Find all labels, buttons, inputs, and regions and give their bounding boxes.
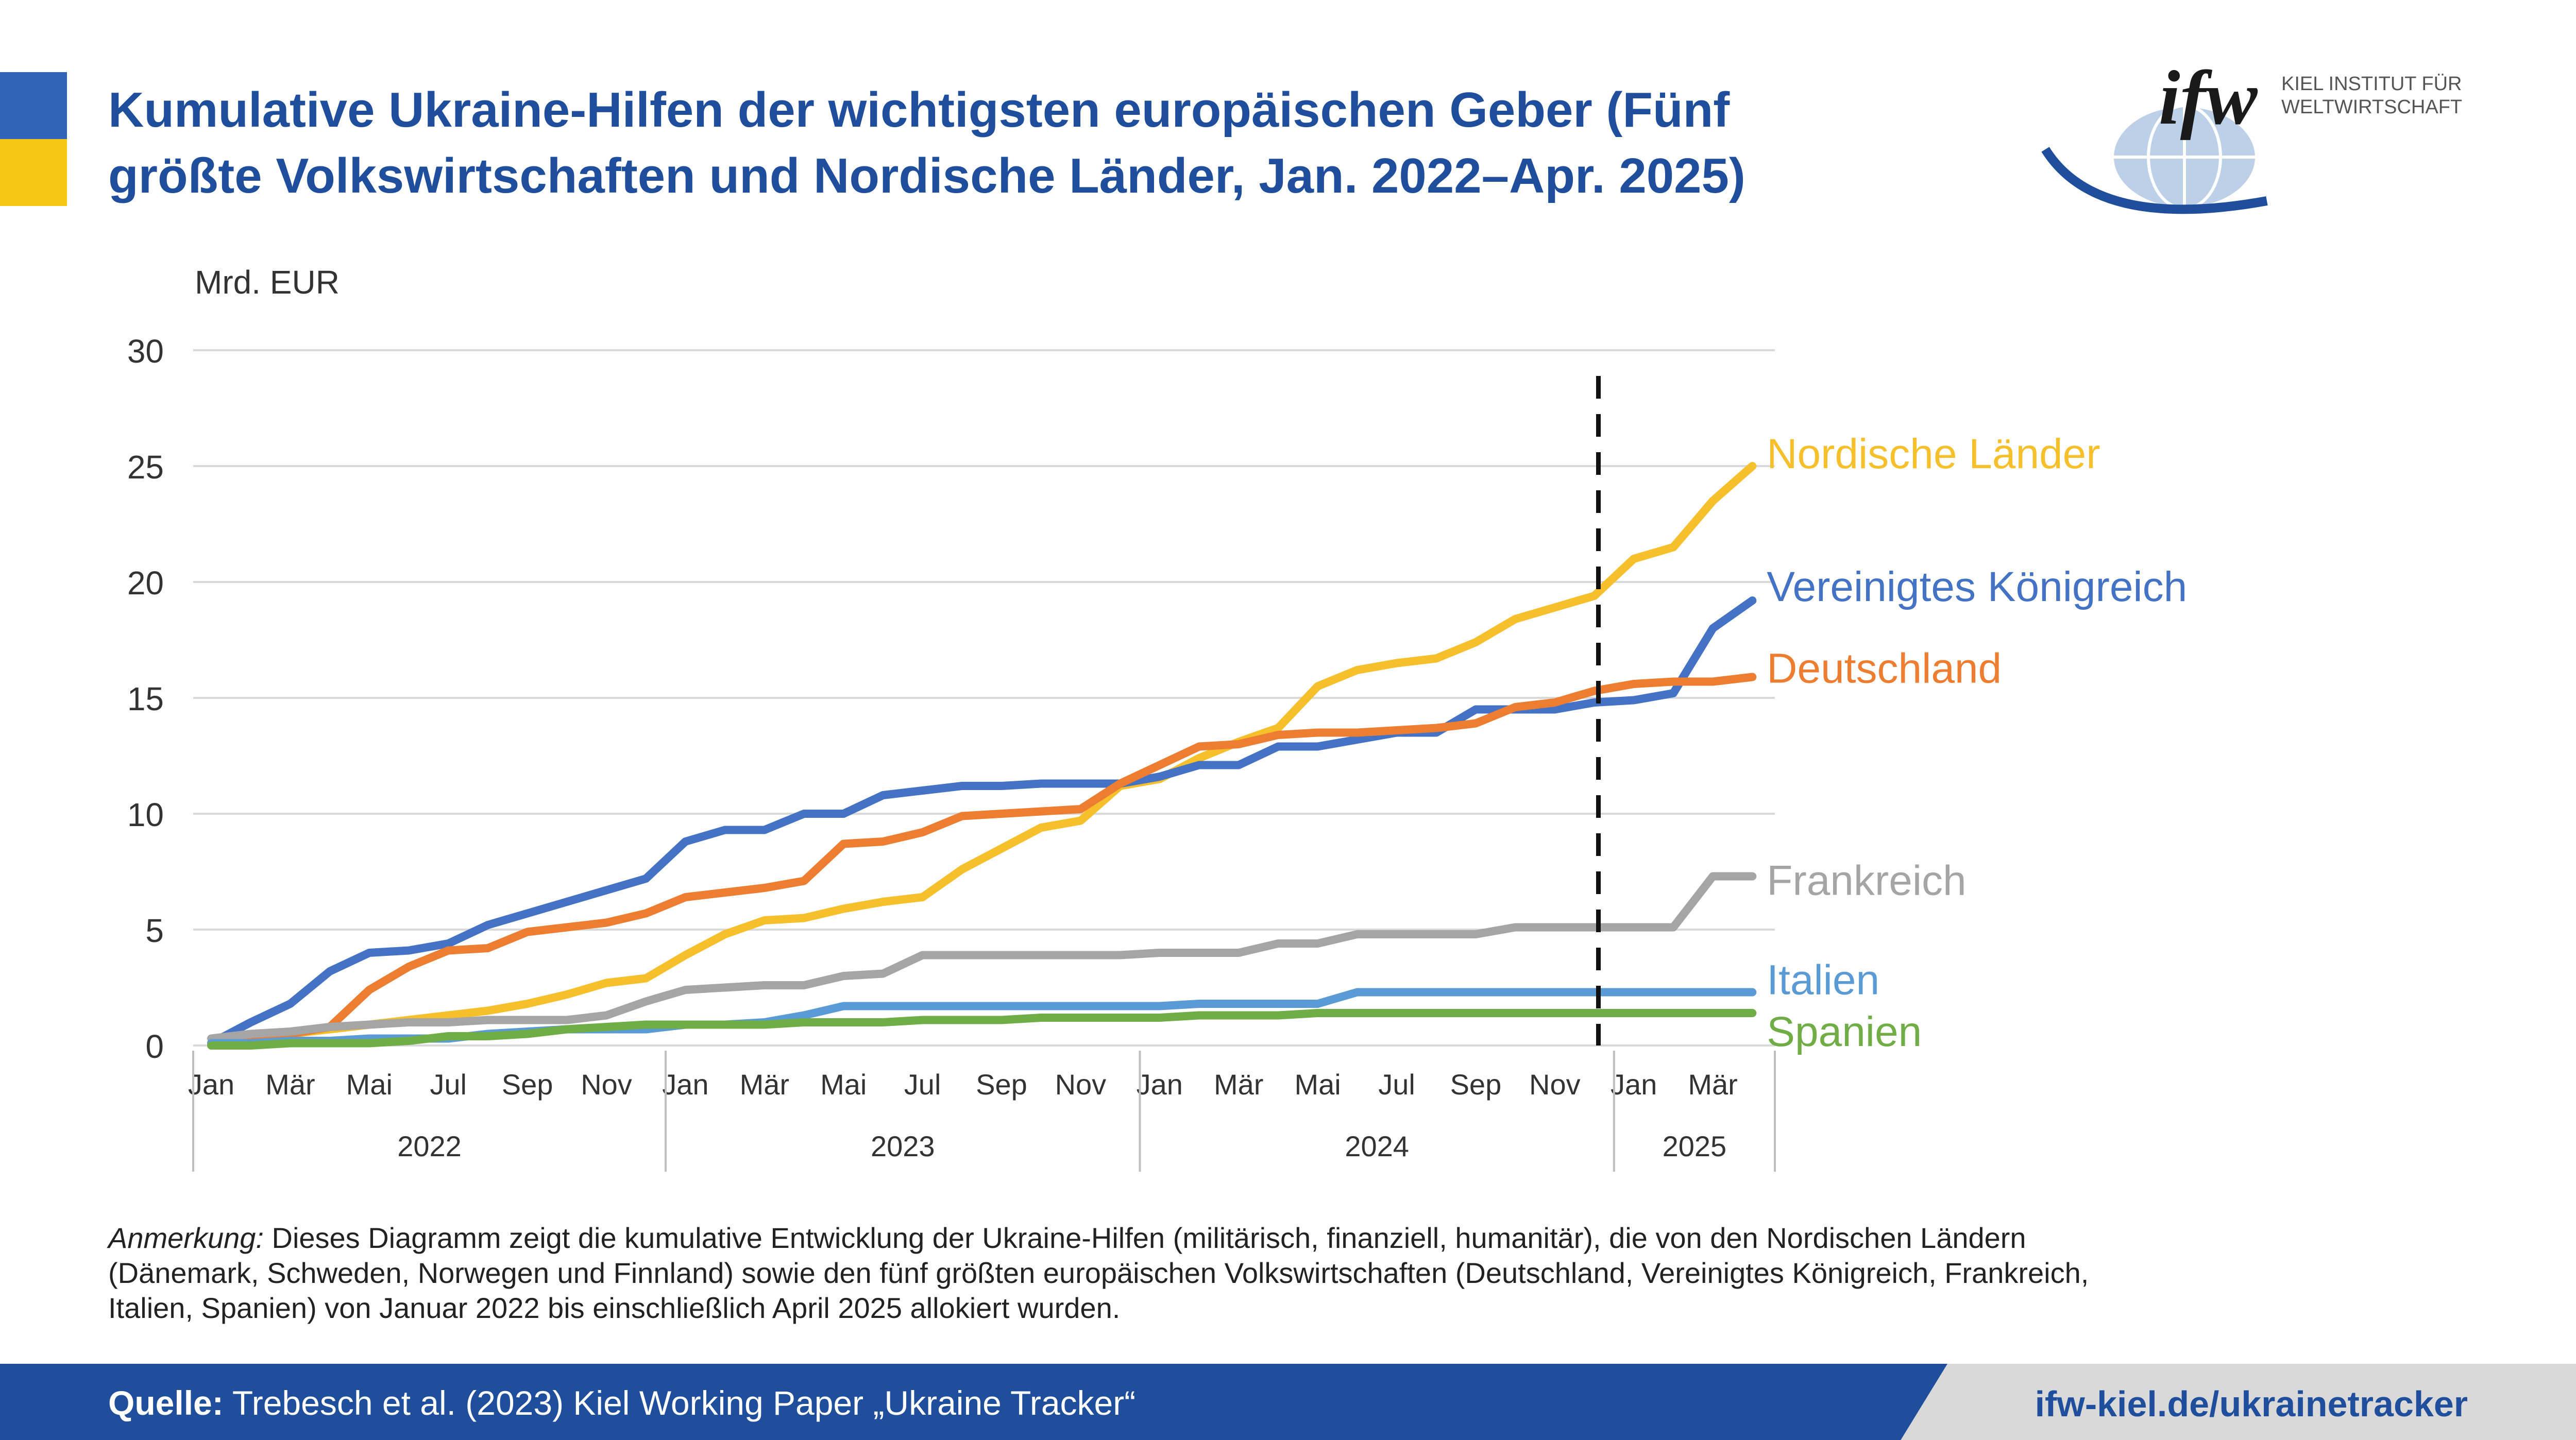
tracker-link[interactable]: ifw-kiel.de/ukrainetracker <box>2035 1384 2468 1424</box>
chart-note: Anmerkung: Dieses Diagramm zeigt die kum… <box>108 1221 2169 1326</box>
series-line <box>207 673 1757 1048</box>
series-end-label: Vereinigtes Königreich <box>1767 563 2187 610</box>
x-tick-label: Mai <box>346 1068 393 1101</box>
y-tick-label: 30 <box>127 333 164 370</box>
y-tick-label: 5 <box>145 912 164 949</box>
chart-title: Kumulative Ukraine-Hilfen der wichtigste… <box>108 77 1963 209</box>
footer-bar: Quelle: Trebesch et al. (2023) Kiel Work… <box>0 1364 2576 1440</box>
y-tick-label: 15 <box>127 680 164 717</box>
footer-url-panel <box>1896 1364 2576 1440</box>
x-tick-label: Mär <box>1214 1068 1263 1101</box>
x-tick-label: Mai <box>1294 1068 1341 1101</box>
series-end-label: Italien <box>1767 957 1879 1004</box>
ifw-logo: ifw KIEL INSTITUT FÜR WELTWIRTSCHAFT <box>2041 62 2462 214</box>
x-tick-label: Mai <box>820 1068 867 1101</box>
series-layer <box>207 376 1757 1050</box>
x-tick-label: Nov <box>581 1068 632 1101</box>
grid-layer <box>193 349 1775 1047</box>
x-year-label: 2024 <box>1345 1130 1409 1162</box>
logo-mark: ifw <box>2159 62 2258 141</box>
x-tick-label: Mär <box>265 1068 315 1101</box>
x-tick-label: Mär <box>1688 1068 1737 1101</box>
series-line <box>207 872 1757 1043</box>
y-tick-label: 20 <box>127 564 164 602</box>
x-tick-label: Jul <box>904 1068 941 1101</box>
source-citation: Trebesch et al. (2023) Kiel Working Pape… <box>223 1384 1136 1422</box>
chart-title-line-2: größte Volkswirtschaften und Nordische L… <box>108 148 1745 203</box>
series-line <box>207 1009 1757 1050</box>
x-tick-label: Jan <box>662 1068 708 1101</box>
x-tick-label: Sep <box>1450 1068 1502 1101</box>
note-label: Anmerkung: <box>108 1222 264 1254</box>
source-text: Quelle: Trebesch et al. (2023) Kiel Work… <box>108 1383 1136 1422</box>
logo-line-2: WELTWIRTSCHAFT <box>2281 96 2462 118</box>
source-label: Quelle: <box>108 1384 224 1422</box>
y-axis-label: Mrd. EUR <box>195 264 340 301</box>
y-tick-label: 10 <box>127 796 164 833</box>
x-tick-label: Nov <box>1529 1068 1581 1101</box>
series-line <box>207 462 1757 1048</box>
note-text: Dieses Diagramm zeigt die kumulative Ent… <box>108 1222 2089 1324</box>
x-tick-label: Jul <box>1378 1068 1415 1101</box>
series-end-label: Frankreich <box>1767 858 1966 904</box>
globe-icon <box>2041 104 2268 214</box>
x-tick-label: Sep <box>976 1068 1027 1101</box>
y-tick-label: 0 <box>145 1028 164 1065</box>
logo-line-1: KIEL INSTITUT FÜR <box>2281 73 2462 95</box>
x-tick-label: Nov <box>1055 1068 1107 1101</box>
x-tick-label: Jan <box>188 1068 234 1101</box>
series-label-layer: Nordische Länder Vereinigtes Königreich De… <box>1767 431 2187 1055</box>
x-year-label: 2023 <box>871 1130 935 1162</box>
flag-blue-stripe <box>0 72 67 139</box>
x-year-label: 2022 <box>397 1130 462 1162</box>
x-tick-label: Mär <box>740 1068 789 1101</box>
series-end-label: Deutschland <box>1767 645 2002 692</box>
series-line <box>207 596 1757 1048</box>
footer-source-panel <box>0 1364 1947 1440</box>
x-tick-label: Sep <box>502 1068 553 1101</box>
flag-yellow-stripe <box>0 139 67 206</box>
x-tick-label: Jan <box>1137 1068 1183 1101</box>
x-tick-label: Jan <box>1611 1068 1657 1101</box>
x-tick-label: Jul <box>430 1068 467 1101</box>
y-tick-label: 25 <box>127 449 164 486</box>
x-year-label: 2025 <box>1663 1130 1727 1162</box>
series-end-label: Spanien <box>1767 1008 1922 1055</box>
series-end-label: Nordische Länder <box>1767 431 2100 477</box>
chart-title-line-1: Kumulative Ukraine-Hilfen der wichtigste… <box>108 82 1730 138</box>
